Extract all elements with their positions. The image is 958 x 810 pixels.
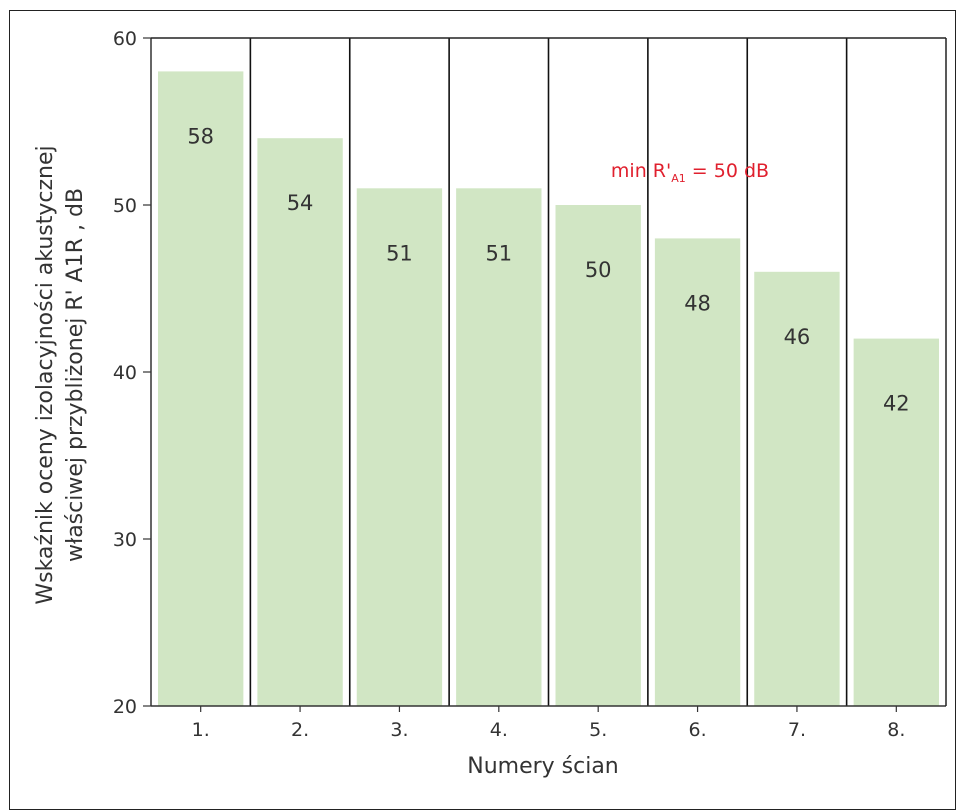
bar-value-label: 58 (187, 124, 214, 148)
y-axis-title-line1: Wskaźnik oceny izolacyjności akustycznej (33, 145, 58, 604)
x-tick-label: 8. (887, 719, 905, 741)
bar-2 (257, 138, 343, 706)
bar-5 (555, 205, 641, 706)
bar-3 (356, 188, 443, 707)
y-tick-label: 60 (113, 28, 137, 50)
x-ticks-group: 1. 2. 3. 4. 5. 6. 7. 8. (192, 706, 905, 741)
annotation-subscript: A1 (671, 172, 686, 185)
x-axis-title: Numery ścian (467, 754, 619, 779)
bar-8 (853, 338, 939, 706)
y-tick-label: 50 (113, 195, 137, 217)
bar-values-group: 58 54 51 51 50 48 46 42 (187, 124, 909, 415)
bar-dividers (249, 38, 848, 706)
bar-value-label: 51 (386, 241, 413, 265)
y-tick-label: 30 (113, 529, 137, 551)
bar-value-label: 54 (287, 191, 314, 215)
x-tick-label: 2. (291, 719, 309, 741)
x-tick-label: 4. (490, 719, 508, 741)
x-tick-label: 6. (688, 719, 706, 741)
y-tick-label: 20 (113, 696, 137, 718)
y-ticks-group: 20 30 40 50 60 (113, 28, 151, 718)
x-tick-label: 3. (390, 719, 408, 741)
bars-group (158, 71, 939, 707)
y-tick-label: 40 (113, 362, 137, 384)
bar-value-label: 51 (485, 241, 512, 265)
y-axis-title-line2: właściwej przybliżonej R' A1R , dB (63, 188, 88, 562)
annotation-suffix: = 50 dB (686, 160, 769, 182)
bar-6 (654, 238, 741, 706)
x-tick-label: 5. (589, 719, 607, 741)
bar-value-label: 46 (784, 325, 811, 349)
bar-value-label: 42 (883, 392, 910, 416)
x-tick-label: 1. (192, 719, 210, 741)
annotation-prefix: min R' (611, 160, 671, 182)
bar-7 (754, 271, 840, 706)
min-threshold-annotation: min R'A1 = 50 dB (611, 160, 769, 185)
bar-value-label: 48 (684, 291, 711, 315)
bar-value-label: 50 (585, 258, 612, 282)
y-axis-title: Wskaźnik oceny izolacyjności akustycznej… (33, 145, 88, 604)
x-tick-label: 7. (788, 719, 806, 741)
bar-4 (456, 188, 542, 707)
bar-1 (158, 71, 244, 706)
